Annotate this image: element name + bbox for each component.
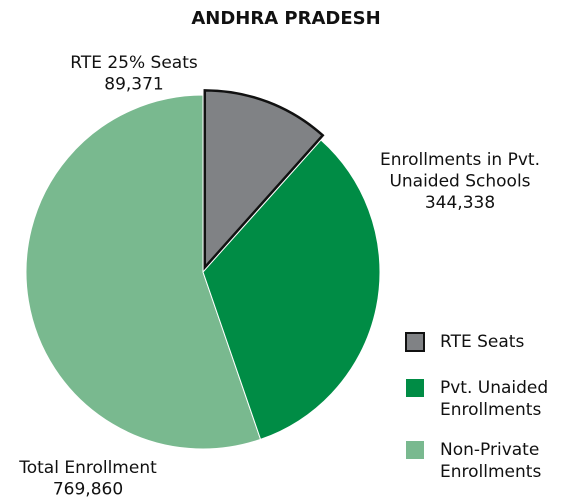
legend-swatch	[406, 441, 424, 459]
legend-label: Enrollments	[440, 462, 541, 482]
pie-slice	[203, 89, 325, 271]
slice-value-label: 89,371	[104, 75, 163, 95]
slice-label: Enrollments in Pvt.	[380, 150, 540, 170]
legend-label: Pvt. Unaided	[440, 378, 548, 398]
legend-label: RTE Seats	[440, 332, 524, 352]
chart-title: ANDHRA PRADESH	[191, 8, 380, 29]
slice-value-label: 344,338	[425, 193, 495, 213]
slice-label: RTE 25% Seats	[70, 53, 198, 73]
legend-label: Non-Private	[440, 440, 539, 460]
legend-swatch	[406, 379, 424, 397]
legend-label: Enrollments	[440, 400, 541, 420]
slice-value-label: 769,860	[53, 480, 123, 500]
legend-swatch	[405, 332, 425, 352]
pie-slice	[202, 139, 381, 441]
slice-label: Total Enrollment	[18, 458, 157, 478]
slice-label: Unaided Schools	[389, 172, 530, 192]
pie-slice	[25, 94, 262, 450]
